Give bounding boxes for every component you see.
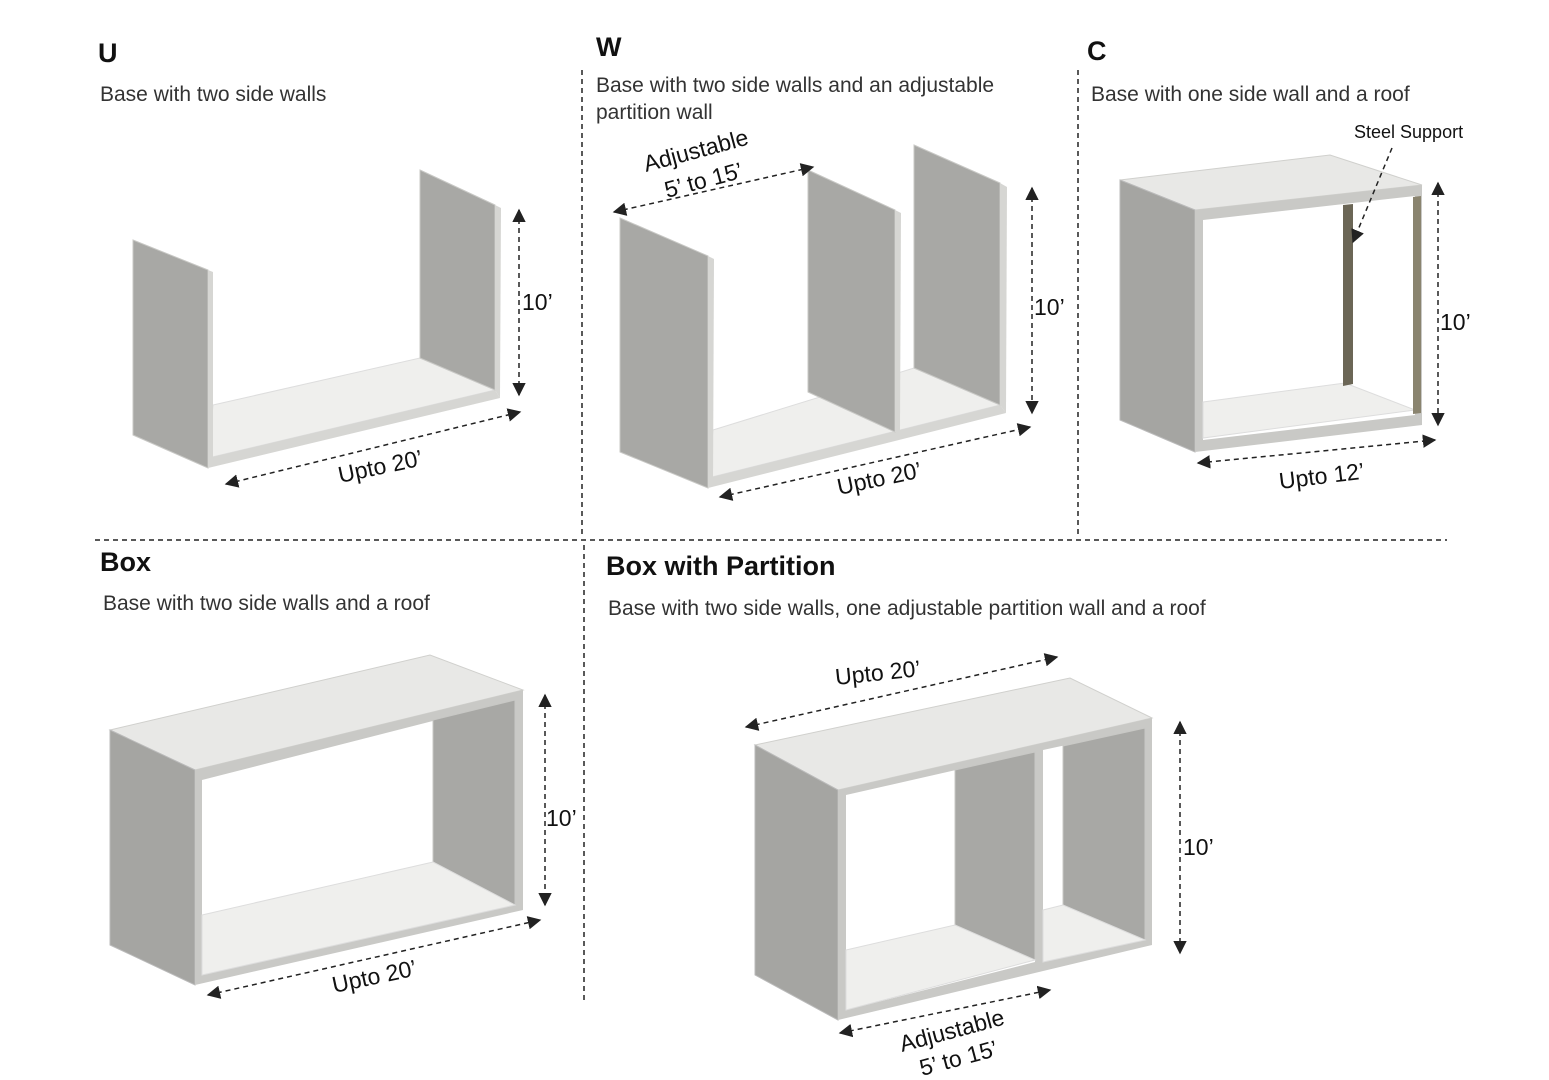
dimension-arrow [206,916,542,999]
wall [619,217,709,489]
description: Base with two side walls and an adjustab… [596,74,995,124]
panel-description: Base with two side walls [100,83,326,106]
dimension-label: Upto 12’ [1277,458,1365,494]
panel-box-with-partition: Box with Partition Base with two side wa… [606,551,1214,1080]
wall [419,169,496,391]
dimension-label: 10’ [1034,294,1065,320]
dimension-label: 10’ [522,289,553,315]
wall [913,144,1001,406]
panel-title: U [98,38,118,68]
floor [1042,904,1147,963]
dimension-label: Upto 20’ [834,655,922,690]
panel-title: Box [100,547,151,577]
label: Steel Support [1354,122,1463,142]
dimension-arrow [744,653,1059,731]
panel-w: W Base with two side walls and an adjust… [596,32,1065,501]
wall [954,751,1036,961]
steel-support [1343,204,1353,386]
panel-description: Base with one side wall and a roof [1091,83,1410,106]
panel-box: Box Base with two side walls and a roof … [100,547,577,999]
panel-title: Box with Partition [606,551,836,581]
wall-edge [208,270,213,468]
panel-title: C [1087,36,1107,66]
wall-edge [708,256,714,488]
dimension-label: Upto 20’ [835,457,924,500]
dimension-arrow [224,408,522,488]
panel-title: W [596,32,622,62]
label [1413,196,1421,414]
pointer-arrow [1351,147,1393,244]
panel-u: U Base with two side walls 10’ Upto 20’ [98,38,553,488]
wall [807,169,896,433]
dimension-arrow [718,423,1032,501]
panel-description: Base with two side walls and a roof [103,592,430,615]
separators [95,70,1447,1000]
wall-edge [1000,183,1007,413]
panel-c: C Base with one side wall and a roof Ste… [1087,36,1471,494]
opening [1203,196,1415,440]
wall-edge [495,205,501,398]
description-box: Base with two side walls and an adjustab… [596,74,995,124]
side-wall [1119,179,1196,453]
wall [1062,727,1146,941]
panel-description: Base with two side walls, one adjustable… [608,597,1206,620]
dimension-label: 10’ [1440,309,1471,335]
wall-edge [895,210,901,432]
dimension-arrow [1196,434,1437,469]
dimension-label: 10’ [546,805,577,831]
dimension-label: Upto 20’ [330,955,419,998]
dimension-label: Upto 20’ [336,445,425,488]
wall [132,239,209,469]
dimension-arrow [612,163,815,216]
dimension-label: 10’ [1183,834,1214,860]
side-wall [754,744,839,1021]
side-wall [109,729,196,986]
